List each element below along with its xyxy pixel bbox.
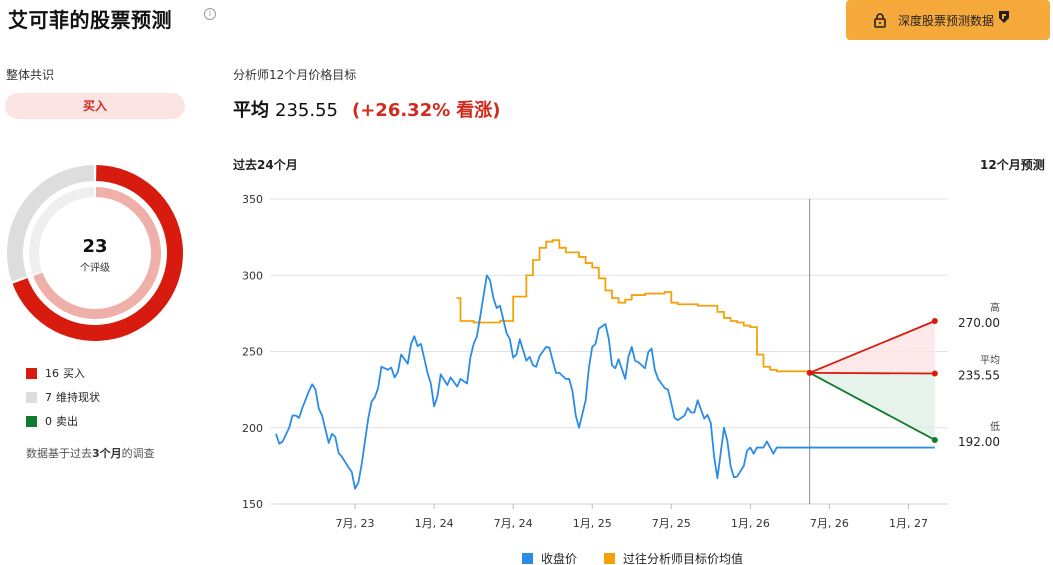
legend-past-target-swatch bbox=[604, 553, 615, 564]
ratings-donut-chart bbox=[6, 165, 184, 341]
forecast-high-point bbox=[931, 318, 938, 324]
average-label: 平均 bbox=[233, 100, 269, 121]
forecast-high-value: 270.00 bbox=[958, 316, 1000, 330]
x-tick-label: 1月, 26 bbox=[731, 517, 770, 530]
forecast-low-value: 192.00 bbox=[958, 435, 1000, 449]
legend-buy: 16 买入 bbox=[26, 365, 85, 381]
x-tick-label: 7月, 24 bbox=[494, 517, 533, 530]
footnote-prefix: 数据基于过去 bbox=[26, 447, 92, 460]
average-sentiment: 看涨) bbox=[456, 100, 501, 121]
forecast-start-point bbox=[806, 369, 813, 376]
legend-past-target: 过往分析师目标价均值 bbox=[604, 550, 743, 565]
forecast-average-value: 235.55 bbox=[958, 369, 1000, 383]
footnote-period: 3个月 bbox=[92, 447, 122, 460]
deep-forecast-button[interactable]: 深度股票预测数据 bbox=[846, 0, 1050, 40]
legend-past-target-label: 过往分析师目标价均值 bbox=[623, 552, 744, 565]
x-tick-label: 1月, 27 bbox=[889, 517, 928, 530]
deep-forecast-label: 深度股票预测数据 bbox=[898, 13, 995, 28]
forecast-low-label: 低 bbox=[990, 420, 1000, 433]
average-change: (+26.32% bbox=[351, 100, 451, 121]
forecast-period-label: 12个月预测 bbox=[980, 158, 1045, 172]
forecast-average-point bbox=[931, 370, 938, 377]
legend-close-price: 收盘价 bbox=[522, 550, 577, 565]
legend-buy-label: 买入 bbox=[63, 367, 85, 380]
legend-hold-swatch bbox=[26, 391, 37, 403]
legend-buy-count: 16 bbox=[45, 366, 59, 380]
price-target-title: 分析师12个月价格目标 bbox=[233, 68, 357, 82]
y-tick-label: 350 bbox=[242, 193, 263, 206]
y-tick-label: 300 bbox=[242, 269, 263, 282]
price-forecast-chart: 150 200 250 300 350 7月, 23 1月, 24 7月, 24 1月, 25 7… bbox=[242, 193, 1000, 530]
forecast-low-point bbox=[931, 436, 938, 443]
forecast-average-label: 平均 bbox=[980, 355, 1000, 367]
lock-icon bbox=[874, 13, 886, 28]
past-target-line bbox=[456, 239, 811, 373]
ratings-count-label: 个评级 bbox=[80, 263, 110, 274]
survey-footnote: 数据基于过去3个月的调查 bbox=[26, 445, 155, 461]
brand-icon bbox=[999, 11, 1010, 23]
legend-close-price-swatch bbox=[522, 553, 533, 564]
forecast-high-label: 高 bbox=[990, 301, 1000, 314]
legend-hold-count: 7 bbox=[45, 390, 52, 404]
consensus-label: 整体共识 bbox=[6, 68, 55, 82]
page-title: 艾可菲的股票预测 bbox=[8, 8, 172, 32]
forecast-average-line bbox=[809, 371, 935, 375]
x-tick-label: 7月, 25 bbox=[652, 517, 691, 530]
average-value: 235.55 bbox=[275, 100, 338, 121]
footnote-suffix: 的调查 bbox=[121, 447, 155, 460]
legend-close-price-label: 收盘价 bbox=[541, 552, 578, 565]
consensus-rating-badge: 买入 bbox=[5, 93, 185, 119]
forecast-high-line bbox=[809, 320, 936, 374]
x-tick-label: 7月, 23 bbox=[336, 517, 375, 530]
forecast-low-line bbox=[809, 372, 936, 441]
y-tick-label: 250 bbox=[242, 346, 263, 359]
legend-sell-swatch bbox=[26, 415, 37, 427]
legend-sell-count: 0 bbox=[45, 414, 52, 428]
info-icon[interactable]: i bbox=[204, 8, 216, 20]
x-tick-label: 7月, 26 bbox=[810, 517, 849, 530]
x-tick-label: 1月, 24 bbox=[415, 517, 454, 530]
legend-hold-label: 维持现状 bbox=[56, 391, 100, 404]
legend-sell: 0 卖出 bbox=[26, 413, 78, 429]
donut-segment-1 bbox=[6, 165, 94, 282]
legend-buy-swatch bbox=[26, 367, 37, 379]
donut-inner-segment-1 bbox=[29, 187, 95, 275]
average-target: 平均 235.55 (+26.32% 看涨) bbox=[233, 96, 501, 122]
past-period-label: 过去24个月 bbox=[233, 158, 298, 172]
ratings-count: 23 bbox=[82, 236, 108, 257]
legend-sell-label: 卖出 bbox=[56, 415, 78, 428]
close-price-line bbox=[275, 274, 935, 490]
y-tick-label: 200 bbox=[242, 422, 263, 435]
legend-hold: 7 维持现状 bbox=[26, 389, 100, 405]
x-tick-label: 1月, 25 bbox=[573, 517, 612, 530]
y-tick-label: 150 bbox=[242, 498, 263, 511]
